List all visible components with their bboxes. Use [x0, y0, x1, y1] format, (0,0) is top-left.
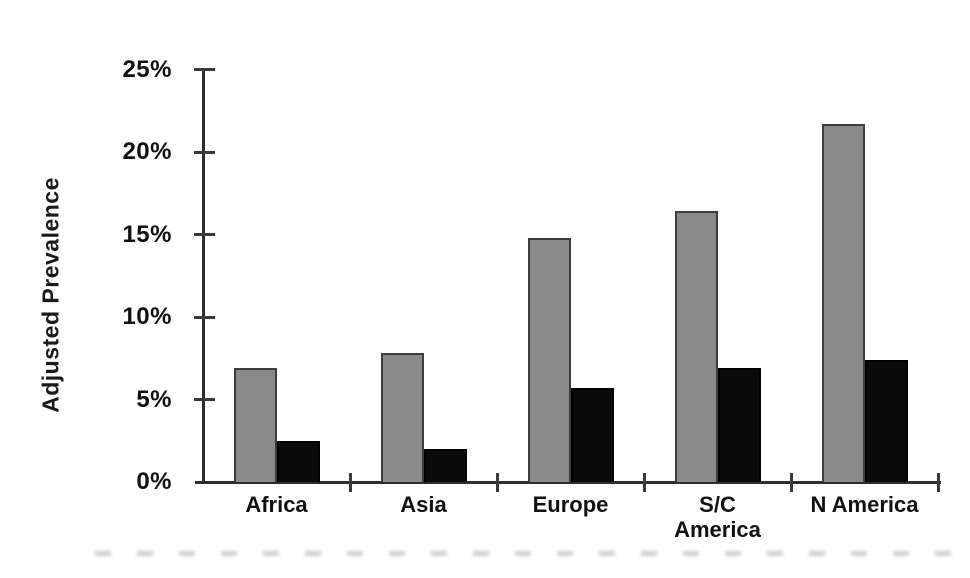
x-axis-line	[195, 481, 941, 484]
bar-s-c-america-black	[718, 368, 761, 482]
bar-n-america-black	[865, 359, 908, 482]
y-tick-label: 15%	[122, 220, 172, 248]
bar-africa-black	[277, 440, 320, 482]
bar-africa-gray	[234, 368, 277, 482]
x-category-label: Asia	[400, 492, 447, 517]
x-tick-mark	[790, 473, 793, 492]
x-tick-mark	[937, 473, 940, 492]
x-tick-mark	[496, 473, 499, 492]
bar-s-c-america-gray	[675, 211, 718, 482]
y-axis-label: Adjusted Prevalence	[37, 177, 64, 413]
x-category-label: Europe	[532, 492, 609, 517]
bar-n-america-gray	[822, 123, 865, 482]
cropped-caption-remnant	[95, 551, 955, 556]
y-tick-label: 25%	[122, 55, 172, 83]
bar-asia-gray	[381, 353, 424, 482]
y-tick-mark	[194, 233, 215, 236]
y-tick-mark	[194, 315, 215, 319]
bar-asia-black	[424, 449, 467, 482]
x-category-label: S/C America	[674, 492, 761, 543]
x-tick-mark	[349, 473, 352, 492]
y-axis-line	[202, 68, 205, 484]
x-category-label: N America	[810, 492, 919, 517]
bar-europe-gray	[528, 237, 571, 482]
y-tick-label: 5%	[136, 385, 172, 413]
y-tick-mark	[194, 398, 215, 401]
x-category-label: Africa	[245, 492, 308, 517]
y-tick-label: 0%	[136, 468, 172, 495]
x-tick-mark	[643, 473, 646, 492]
y-tick-label: 20%	[122, 138, 172, 165]
y-tick-mark	[194, 68, 215, 71]
y-tick-label: 10%	[122, 303, 172, 330]
bar-europe-black	[571, 387, 614, 482]
y-tick-mark	[194, 150, 215, 154]
